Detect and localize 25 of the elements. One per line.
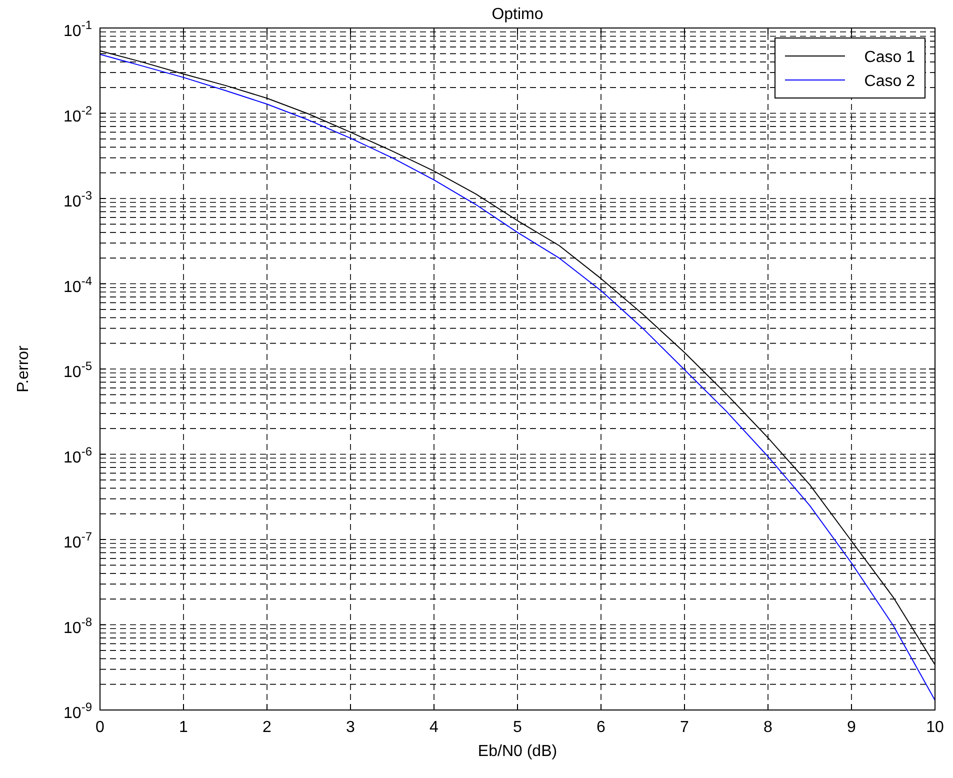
y-tick-label: 10$^{-6}$: [64, 444, 92, 466]
x-tick-label: 2: [262, 719, 272, 736]
x-tick-label: 1: [179, 719, 188, 736]
y-tick-label: 10$^{-5}$: [64, 359, 92, 381]
x-tick-label: 6: [596, 719, 606, 736]
legend-label: Caso 2: [864, 73, 916, 90]
y-tick-label: 10$^{-9}$: [64, 700, 92, 722]
x-tick-label: 0: [96, 719, 105, 736]
y-axis-title: P.error: [15, 344, 32, 392]
x-tick-label: 5: [513, 719, 522, 736]
legend-label: Caso 1: [864, 49, 916, 66]
x-axis-title: Eb/N0 (dB): [478, 743, 558, 760]
y-tick-label: 10$^{-1}$: [64, 18, 92, 40]
y-tick-label: 10$^{-3}$: [64, 188, 92, 210]
chart-title: Optimo: [492, 6, 544, 23]
y-tick-label: 10$^{-7}$: [64, 530, 92, 552]
x-tick-label: 4: [430, 719, 439, 736]
y-tick-label: 10$^{-4}$: [64, 274, 92, 296]
y-tick-label: 10$^{-2}$: [64, 103, 92, 126]
y-tick-label: 10$^{-8}$: [64, 614, 92, 637]
x-tick-label: 7: [680, 719, 690, 736]
x-tick-label: 8: [764, 719, 773, 736]
x-tick-label: 10: [926, 719, 944, 736]
x-tick-label: 9: [847, 719, 856, 736]
x-tick-label: 3: [346, 719, 356, 736]
